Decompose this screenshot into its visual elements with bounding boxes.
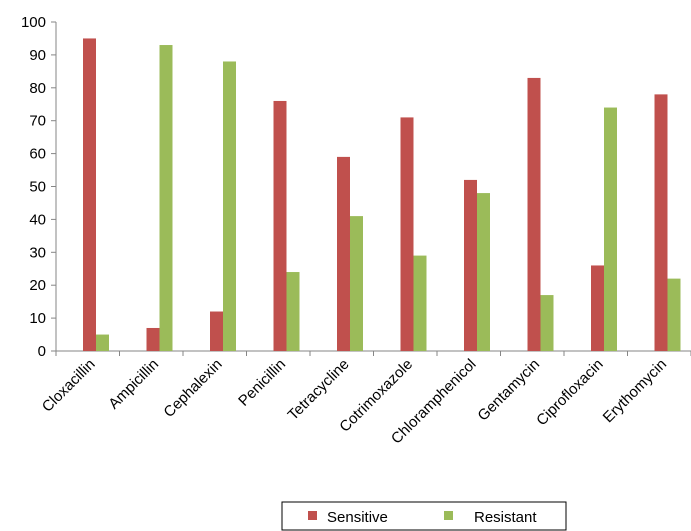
bars <box>83 38 681 352</box>
bar-resistant-ciprofloxacin <box>604 107 617 351</box>
legend: Sensitive Resistant <box>281 501 567 531</box>
x-tick-label: Ciprofloxacin <box>533 356 606 429</box>
bar-resistant-ampicillin <box>159 45 173 351</box>
x-tick-label: Tetracycline <box>285 356 353 424</box>
y-tick-label: 50 <box>29 179 46 196</box>
x-tick-label: Cloxacillin <box>39 356 99 416</box>
x-tick-label: Ampicillin <box>105 356 162 413</box>
y-tick-label: 10 <box>29 310 46 327</box>
bar-sensitive-cotrimoxazole <box>400 117 414 351</box>
y-tick-label: 90 <box>29 47 46 64</box>
y-tick-label: 60 <box>29 146 46 163</box>
y-tick-label: 30 <box>29 244 46 261</box>
x-tick-label: Gentamycin <box>474 356 543 425</box>
bar-sensitive-ampicillin <box>146 327 160 351</box>
y-tick-label: 80 <box>29 80 46 97</box>
bar-sensitive-cephalexin <box>210 311 223 351</box>
bar-resistant-cephalexin <box>223 61 236 351</box>
bar-sensitive-chloramphenicol <box>464 179 477 351</box>
legend-swatch-resistant <box>444 511 453 520</box>
bar-resistant-tetracycline <box>350 216 363 351</box>
y-tick-label: 20 <box>29 277 46 294</box>
bar-resistant-chloramphenicol <box>477 193 490 351</box>
bar-resistant-gentamycin <box>540 295 554 351</box>
y-tick-label: 40 <box>29 211 46 228</box>
bar-sensitive-gentamycin <box>527 77 541 352</box>
bar-sensitive-ciprofloxacin <box>591 265 604 351</box>
bar-sensitive-erythomycin <box>654 94 668 351</box>
y-tick-label: 0 <box>38 343 46 360</box>
bar-resistant-cloxacillin <box>96 334 109 351</box>
bar-sensitive-penicillin <box>273 100 287 352</box>
bar-sensitive-tetracycline <box>337 156 350 351</box>
y-tick-label: 70 <box>29 113 46 130</box>
bar-resistant-penicillin <box>286 272 300 351</box>
y-axis: 0 10 20 30 40 50 60 70 80 90 100 <box>21 14 57 360</box>
bar-resistant-erythomycin <box>667 278 681 351</box>
bar-sensitive-cloxacillin <box>83 38 96 351</box>
legend-swatch-sensitive <box>308 511 317 520</box>
bar-resistant-cotrimoxazole <box>413 255 427 351</box>
y-tick-label: 100 <box>21 14 46 31</box>
legend-box <box>281 501 567 531</box>
x-tick-label: Cephalexin <box>160 356 225 421</box>
legend-label-sensitive: Sensitive <box>327 509 388 526</box>
x-tick-label: Erythomycin <box>600 356 670 426</box>
x-tick-label: Penicillin <box>235 356 289 410</box>
legend-label-resistant: Resistant <box>474 509 537 526</box>
